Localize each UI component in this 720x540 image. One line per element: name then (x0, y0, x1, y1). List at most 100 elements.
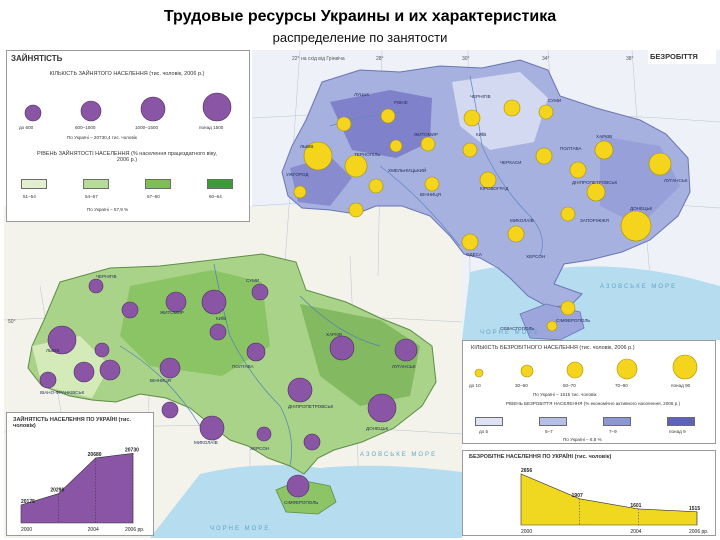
employment-circle-label-4: понад 1500 (199, 125, 224, 130)
region-low-unemployment-center (452, 72, 548, 150)
employment-circle-scale (24, 92, 232, 122)
unemployment-count-title: КІЛЬКІСТЬ БЕЗРОБІТНОГО НАСЕЛЕННЯ (тис. ч… (471, 345, 635, 351)
city-label-chernihiv-b: ЧЕРНІГІВ (96, 274, 117, 279)
city-label-vinnytsia: ВІННИЦЯ (420, 192, 441, 197)
city-label-lviv: ЛЬВІВ (300, 144, 313, 149)
city-label-donetsk: ДОНЕЦЬК (630, 206, 652, 211)
employment-level-label-3: 57–60 (147, 194, 160, 199)
city-label-sumy: СУМИ (548, 98, 561, 103)
city-label-lviv-b: ЛЬВІВ (46, 348, 59, 353)
city-label-uzhhorod: УЖГОРОД (286, 172, 309, 177)
sea-label-azov-bottom: АЗОВСЬКЕ МОРЕ (360, 452, 437, 458)
employment-section-title: ЗАЙНЯТІСТЬ (11, 54, 63, 63)
city-label-ivano-frankivsk-b: ІВАНО-ФРАНКІВСЬК (40, 390, 84, 395)
unemployment-section-tag: БЕЗРОБІТТЯ (648, 50, 716, 64)
unemployment-chart-title: БЕЗРОБІТНЕ НАСЕЛЕННЯ ПО УКРАЇНІ (тис. чо… (469, 454, 612, 460)
grid-label-34: 34° (542, 56, 550, 62)
city-label-kharkiv-b: ХАРКІВ (326, 332, 342, 337)
city-label-chernihiv: ЧЕРНІГІВ (470, 94, 491, 99)
unemployment-chart-value-label-0: 2656 (521, 468, 532, 474)
sea-label-black-top: ЧОРНЕ МОРЕ (480, 330, 540, 336)
city-label-lutsk: ЛУЦЬК (354, 92, 369, 97)
city-label-poltava-b: ПОЛТАВА (232, 364, 254, 369)
employment-circle-label-3: 1000–1500 (135, 125, 158, 130)
unemployment-scale-circle-4 (616, 358, 638, 380)
city-label-mykolaiv: МИКОЛАЇВ (510, 217, 534, 223)
unemployment-level-swatch-3 (603, 417, 631, 426)
employment-chart-value-label-3: 20730 (125, 447, 139, 453)
employment-circles (39, 278, 418, 498)
unemployment-total: По Україні – 1515 тис. чоловік (533, 392, 597, 397)
city-label-donetsk-b: ДОНЕЦЬК (366, 426, 388, 431)
employment-count-title: КІЛЬКІСТЬ ЗАЙНЯТОГО НАСЕЛЕННЯ (тис. чоло… (49, 71, 205, 77)
unemployment-circle-label-2: 30–50 (515, 383, 528, 388)
unemployment-level-label-1: до 5 (479, 429, 489, 434)
employment-level-swatch-3 (145, 179, 171, 189)
city-label-sevastopol: СЕВАСТОПОЛЬ (500, 326, 534, 331)
unemployment-section-title: БЕЗРОБІТТЯ (650, 52, 698, 61)
unemployment-circle-label-5: понад 90 (671, 383, 691, 388)
unemployment-scale-circle-3 (566, 361, 584, 379)
grid-label-22: 22° на схід від Грінвіча (292, 56, 345, 62)
city-label-zhytomyr-b: ЖИТОМИР (160, 310, 184, 315)
grid-label-38: 38° (626, 56, 634, 62)
city-label-zaporizhzhia: ЗАПОРІЖЖЯ (580, 218, 609, 223)
city-label-poltava: ПОЛТАВА (560, 146, 582, 151)
city-labels: ЧЕРНІГІВ СУМИ ЖИТОМИР КИЇВ ЛУЦЬК РІВНЕ Л… (40, 92, 688, 505)
unemployment-circle-label-3: 50–70 (563, 383, 576, 388)
city-label-luhansk-b: ЛУГАНСЬК (392, 364, 416, 369)
unemployment-chart-value-label-2: 1601 (630, 503, 641, 509)
employment-chart-x-label-2: 2006 рр. (125, 527, 144, 533)
unemployment-chart-value-label-1: 1907 (572, 493, 583, 499)
employment-chart-title: ЗАЙНЯТІСТЬ НАСЕЛЕННЯ ПО УКРАЇНІ (тис. чо… (13, 417, 131, 429)
unemployment-level-label-4: понад 9 (669, 429, 686, 434)
city-label-sumy-b: СУМИ (246, 278, 259, 283)
employment-legend-panel: ЗАЙНЯТІСТЬ КІЛЬКІСТЬ ЗАЙНЯТОГО НАСЕЛЕННЯ… (6, 50, 250, 222)
unemployment-level-title: РІВЕНЬ БЕЗРОБІТТЯ НАСЕЛЕННЯ (% економічн… (505, 401, 681, 406)
unemployment-circle-label-4: 70–90 (615, 383, 628, 388)
city-label-mykolaiv-b: МИКОЛАЇВ (194, 439, 218, 445)
city-label-luhansk: ЛУГАНСЬК (664, 178, 688, 183)
unemployment-level-label-2: 5–7 (545, 429, 553, 434)
page-title: Трудовые ресурсы Украины и их характерис… (163, 8, 557, 25)
employment-circle-label-2: 600–1000 (75, 125, 96, 130)
city-label-vinnytsia-b: ВІННИЦЯ (150, 378, 171, 383)
unemployment-chart-panel: БЕЗРОБІТНЕ НАСЕЛЕННЯ ПО УКРАЇНІ (тис. чо… (462, 450, 716, 536)
unemployment-scale-circle-5 (672, 354, 698, 380)
maps-svg: 22° на схід від Грінвіча 28° 30° 34° 38°… (3, 49, 720, 538)
sea-label-azov-top: АЗОВСЬКЕ МОРЕ (600, 284, 677, 290)
unemployment-circle-scale (474, 354, 698, 380)
unemployment-chart-area (520, 473, 698, 526)
city-label-rivne: РІВНЕ (394, 100, 408, 105)
grid-label-30: 30° (462, 56, 470, 62)
unemployment-scale-circle-1 (474, 368, 484, 378)
employment-chart-x-label-1: 2004 (88, 527, 99, 533)
city-label-cherkasy: ЧЕРКАСИ (500, 160, 521, 165)
city-label-dnipro-b: ДНІПРОПЕТРОВСЬК (288, 404, 333, 409)
city-label-khmelnytskyi: ХМЕЛЬНИЦЬКИЙ (388, 166, 426, 173)
unemployment-circles (293, 99, 672, 332)
employment-level-label-4: 60–64 (209, 194, 222, 199)
employment-scale-circle-4 (202, 92, 232, 122)
employment-scale-circle-1 (24, 104, 42, 122)
employment-level-title: РІВЕНЬ ЗАЙНЯТОСТІ НАСЕЛЕННЯ (% населення… (37, 151, 217, 163)
unemployment-level-swatch-1 (475, 417, 503, 426)
city-label-kherson-b: ХЕРСОН (250, 446, 269, 451)
employment-chart-x-label-0: 2000 (21, 527, 32, 533)
employment-level-label-2: 54–57 (85, 194, 98, 199)
unemployment-chart-x-label-0: 2000 (521, 529, 532, 535)
unemployment-chart-x-label-2: 2006 рр. (689, 529, 708, 535)
city-label-simferopol: СІМФЕРОПОЛЬ (556, 318, 590, 323)
employment-level-total: По Україні – 57,9 % (87, 207, 129, 212)
region-high-unemployment-west (330, 90, 432, 158)
unemployment-level-swatch-2 (539, 417, 567, 426)
employment-chart-area (20, 452, 134, 524)
employment-level-label-1: 51–54 (23, 194, 36, 199)
unemployment-chart-svg: 2656 1907 1601 1515 2000 2004 2006 рр. (520, 468, 708, 535)
city-label-simferopol-b: СІМФЕРОПОЛЬ (284, 500, 318, 505)
city-label-kropyvnytskyi: КІРОВОГРАД (480, 186, 509, 191)
unemployment-chart-x-label-1: 2004 (630, 529, 641, 535)
city-label-odesa: ОДЕСА (466, 252, 483, 257)
employment-chart-panel: ЗАЙНЯТІСТЬ НАСЕЛЕННЯ ПО УКРАЇНІ (тис. чо… (6, 412, 154, 536)
sea-label-black-bottom: ЧОРНЕ МОРЕ (210, 526, 270, 532)
